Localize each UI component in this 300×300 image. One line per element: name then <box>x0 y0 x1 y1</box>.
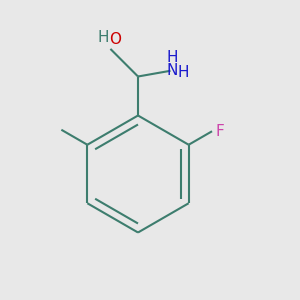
Text: O: O <box>109 32 121 47</box>
Text: H: H <box>98 30 109 45</box>
Text: N: N <box>166 63 178 78</box>
Text: H: H <box>178 65 190 80</box>
Text: H: H <box>166 50 178 65</box>
Text: F: F <box>216 124 224 139</box>
